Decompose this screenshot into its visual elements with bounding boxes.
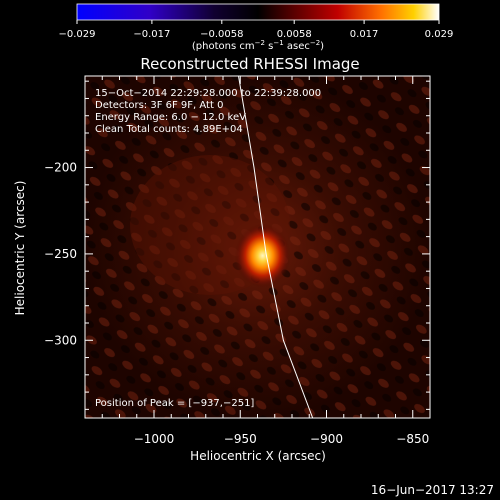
colorbar — [76, 3, 440, 21]
colorbar-unit-label: (photons cm−2 s−1 asec−2) — [192, 39, 324, 52]
footer-timestamp: 16−Jun−2017 13:27 — [371, 483, 494, 497]
unit-text: (photons cm — [192, 41, 255, 52]
y-tick-label: −200 — [44, 161, 77, 175]
annotation-block: 15−Oct−2014 22:29:28.000 to 22:39:28.000… — [95, 88, 321, 135]
colorbar-tick-label: −0.029 — [58, 29, 95, 40]
colorbar-tick-label: 0.029 — [425, 29, 454, 40]
x-tick-label: −1000 — [134, 432, 175, 446]
colorbar-tick-label: −0.0058 — [200, 29, 243, 40]
unit-exponent: −2 — [255, 39, 265, 47]
y-axis-tick-labels: −200 −250 −300 — [44, 161, 77, 348]
x-tick-label: −900 — [310, 432, 343, 446]
annotation-line: 15−Oct−2014 22:29:28.000 to 22:39:28.000 — [95, 88, 321, 99]
chart-title: Reconstructed RHESSI Image — [140, 55, 359, 73]
x-tick-label: −850 — [396, 432, 429, 446]
heatmap-image — [85, 76, 430, 418]
annotation-line: Energy Range: 6.0 − 12.0 keV — [95, 112, 246, 123]
hot-source — [234, 223, 291, 288]
y-tick-label: −300 — [44, 333, 77, 347]
x-axis-tick-labels: −1000 −950 −900 −850 — [134, 432, 430, 446]
y-axis-label: Heliocentric Y (arcsec) — [13, 181, 27, 316]
colorbar-tick-label: 0.017 — [350, 29, 379, 40]
annotation-line: Clean Total counts: 4.89E+04 — [95, 124, 243, 135]
colorbar-tick-label: 0.0058 — [277, 29, 312, 40]
unit-text: asec — [284, 41, 310, 52]
unit-exponent: −2 — [310, 39, 320, 47]
colorbar-ticks — [76, 20, 440, 24]
y-tick-label: −250 — [44, 247, 77, 261]
y-axis-ticks — [85, 80, 430, 410]
unit-exponent: −1 — [273, 39, 283, 47]
colorbar-tick-label: −0.017 — [133, 29, 170, 40]
colorbar-tick-labels: −0.029 −0.017 −0.0058 0.0058 0.017 0.029 — [58, 29, 453, 40]
unit-text: ) — [320, 41, 324, 52]
annotation-line: Detectors: 3F 6F 9F, Att 0 — [95, 100, 223, 111]
x-axis-ticks — [84, 76, 431, 418]
solar-limb-line — [238, 76, 314, 418]
peak-position-label: Position of Peak = [−937,−251] — [95, 398, 254, 409]
unit-text: s — [265, 41, 273, 52]
x-tick-label: −950 — [224, 432, 257, 446]
x-axis-label: Heliocentric X (arcsec) — [190, 449, 326, 463]
